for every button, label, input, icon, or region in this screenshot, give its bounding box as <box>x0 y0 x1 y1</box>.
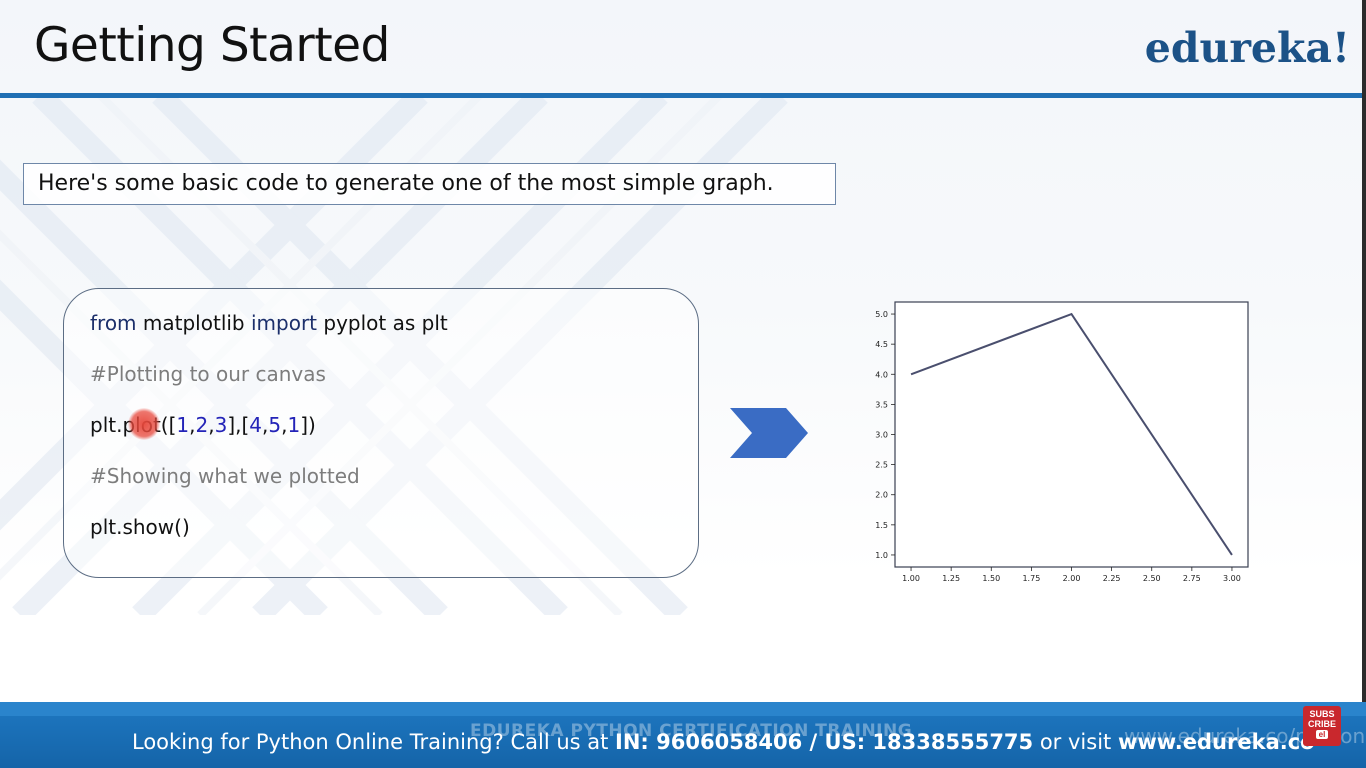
x-tick-label: 1.50 <box>982 574 1000 583</box>
footer-contact-text: Looking for Python Online Training? Call… <box>132 730 1315 754</box>
intro-text-box: Here's some basic code to generate one o… <box>23 163 836 205</box>
subscribe-label-line2: CRIBE <box>1307 719 1336 729</box>
mouse-cursor-highlight <box>128 408 160 440</box>
edureka-play-icon: el <box>1315 730 1329 739</box>
x-tick-label: 3.00 <box>1223 574 1241 583</box>
code-bracket: ],[ <box>227 413 250 437</box>
footer-top-strip <box>0 702 1366 716</box>
y-tick-label: 4.0 <box>875 370 888 379</box>
line-chart: 1.00 1.25 1.50 1.75 2.00 2.25 2.50 2.75 3.00 1.0 1… <box>875 301 1249 583</box>
x-tick-label: 2.00 <box>1063 574 1081 583</box>
footer-website-link[interactable]: www.edureka.co <box>1117 730 1315 754</box>
code-number: 1 <box>176 413 190 437</box>
code-comment-plotting: #Plotting to our canvas <box>90 362 326 386</box>
subscribe-button[interactable]: SUBS CRIBE el <box>1303 706 1341 746</box>
code-comment-showing: #Showing what we plotted <box>90 464 360 488</box>
code-import-rest: pyplot as plt <box>317 311 448 335</box>
code-number: 5 <box>268 413 282 437</box>
chevron-right-arrow-icon <box>730 408 808 458</box>
code-number: 3 <box>214 413 228 437</box>
y-tick-label: 4.5 <box>875 340 888 349</box>
footer-phone-numbers: IN: 9606058406 / US: 18338555775 <box>615 730 1034 754</box>
y-tick-label: 3.5 <box>875 400 888 409</box>
y-tick-label: 1.5 <box>875 521 888 530</box>
code-number: 1 <box>287 413 301 437</box>
window-edge <box>1362 0 1366 768</box>
code-line-show: plt.show() <box>90 515 190 539</box>
code-module: matplotlib <box>136 311 251 335</box>
y-tick-label: 3.0 <box>875 431 888 440</box>
x-tick-label: 1.00 <box>902 574 920 583</box>
x-tick-label: 1.25 <box>942 574 960 583</box>
y-tick-label: 2.5 <box>875 461 888 470</box>
code-line-import: from matplotlib import pyplot as plt <box>90 311 448 335</box>
code-comma: , <box>189 413 196 437</box>
footer-banner: EDUREKA PYTHON CERTIFICATION TRAINING ww… <box>0 702 1366 768</box>
code-box: from matplotlib import pyplot as plt #Pl… <box>63 288 699 578</box>
y-tick-label: 1.0 <box>875 551 888 560</box>
y-tick-label: 2.0 <box>875 491 888 500</box>
code-comma: , <box>262 413 269 437</box>
code-comma: , <box>281 413 288 437</box>
footer-watermark-left: EDUREKA PYTHON CERTIFICATION TRAINING <box>470 721 913 741</box>
x-tick-label: 1.75 <box>1022 574 1040 583</box>
x-tick-label: 2.50 <box>1143 574 1161 583</box>
title-divider <box>0 93 1362 98</box>
x-tick-label: 2.75 <box>1183 574 1201 583</box>
code-comma: , <box>208 413 215 437</box>
code-number: 2 <box>195 413 209 437</box>
x-tick-label: 2.25 <box>1103 574 1121 583</box>
code-keyword-import: import <box>250 311 318 335</box>
footer-text-mid: or visit <box>1033 730 1118 754</box>
code-keyword-from: from <box>90 311 137 335</box>
code-number: 4 <box>249 413 263 437</box>
footer-text-pre: Looking for Python Online Training? Call… <box>132 730 616 754</box>
code-line-plot: plt.plot([1,2,3],[4,5,1]) <box>90 413 316 437</box>
intro-text: Here's some basic code to generate one o… <box>38 171 774 196</box>
plot-frame <box>894 301 1249 568</box>
y-tick-label: 5.0 <box>875 310 888 319</box>
edureka-logo: edureka! <box>1144 24 1350 72</box>
subscribe-label-line1: SUBS <box>1309 709 1335 719</box>
code-bracket-close: ]) <box>300 413 316 437</box>
slide-title: Getting Started <box>34 18 390 73</box>
